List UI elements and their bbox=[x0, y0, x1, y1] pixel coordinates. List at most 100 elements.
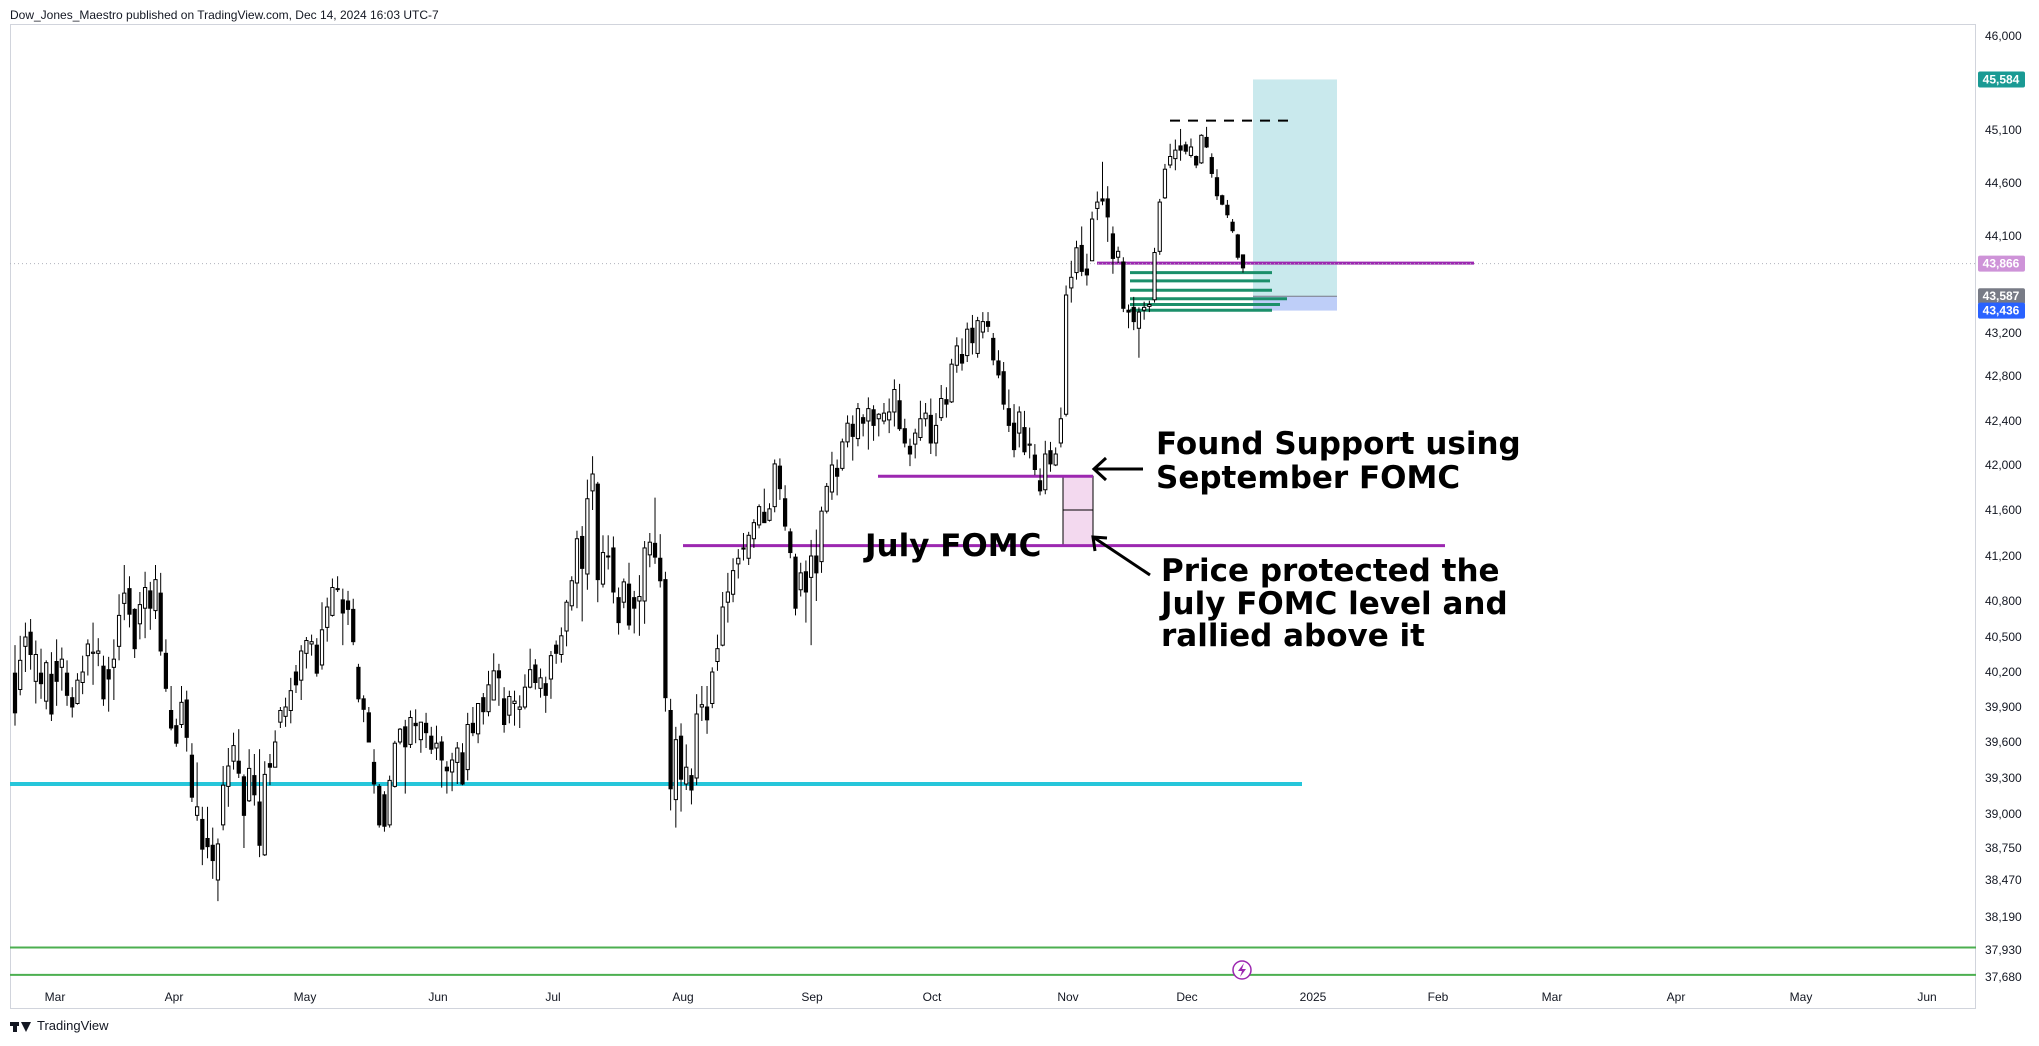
candle-up bbox=[80, 671, 85, 683]
candle-up bbox=[824, 485, 829, 512]
price-axis-tick-label: 40,800 bbox=[1985, 594, 2022, 608]
candle-up bbox=[1147, 304, 1152, 307]
candle-down bbox=[252, 775, 257, 796]
candle-down bbox=[611, 547, 616, 593]
annotation-price-line3: rallied above it bbox=[1161, 618, 1425, 654]
candle-up bbox=[221, 784, 226, 826]
candle-up bbox=[923, 412, 928, 420]
candle-down bbox=[184, 699, 189, 738]
candle-down bbox=[366, 712, 371, 743]
candle-down bbox=[1220, 195, 1225, 205]
time-axis-tick-label: Aug bbox=[672, 990, 693, 1004]
candle-down bbox=[616, 597, 621, 624]
candle-up bbox=[1074, 247, 1079, 274]
candle-down bbox=[793, 556, 798, 609]
candle-down bbox=[554, 644, 559, 654]
candle-up bbox=[1136, 311, 1142, 329]
candle-up bbox=[876, 413, 881, 420]
price-tag bbox=[1978, 302, 2025, 319]
price-axis-tick-label: 46,000 bbox=[1985, 29, 2022, 43]
candle-up bbox=[18, 659, 23, 690]
candle-down bbox=[1037, 480, 1043, 492]
price-axis-tick-label: 39,900 bbox=[1985, 700, 2022, 714]
candle-up bbox=[1162, 168, 1168, 199]
candle-down bbox=[1183, 144, 1188, 152]
candle-down bbox=[1105, 198, 1110, 218]
candle-down bbox=[38, 672, 44, 685]
publisher-header: Dow_Jones_Maestro published on TradingVi… bbox=[10, 8, 439, 22]
candle-down bbox=[658, 557, 663, 582]
candle-up bbox=[720, 606, 725, 646]
candle-up bbox=[600, 552, 606, 585]
candle-down bbox=[205, 837, 210, 848]
price-axis-tick-label: 42,000 bbox=[1985, 458, 2022, 472]
candle-down bbox=[127, 588, 132, 615]
candle-up bbox=[59, 658, 64, 668]
price-axis-tick-label: 39,300 bbox=[1985, 771, 2022, 785]
price-axis-tick-label: 39,000 bbox=[1985, 807, 2022, 821]
price-tag-label: 45,584 bbox=[1983, 72, 2020, 86]
candle-down bbox=[12, 672, 18, 714]
candle-down bbox=[907, 445, 913, 455]
candle-down bbox=[1079, 244, 1084, 272]
candle-down bbox=[871, 409, 876, 426]
candle-up bbox=[273, 741, 278, 768]
candle-up bbox=[746, 534, 751, 559]
candle-down bbox=[200, 818, 205, 850]
candle-up bbox=[1063, 294, 1069, 415]
candle-down bbox=[241, 776, 247, 816]
candle-down bbox=[762, 511, 767, 524]
candle-down bbox=[1001, 371, 1006, 405]
candle-down bbox=[782, 498, 788, 527]
price-axis-tick-label: 40,500 bbox=[1985, 630, 2022, 644]
candle-down bbox=[371, 761, 377, 785]
tradingview-logo[interactable]: TradingView bbox=[10, 1018, 109, 1033]
candle-up bbox=[96, 650, 101, 654]
candle-down bbox=[861, 417, 866, 424]
candle-down bbox=[189, 754, 195, 798]
candle-up bbox=[559, 635, 564, 655]
candle-down bbox=[1011, 422, 1017, 451]
candle-down bbox=[314, 644, 319, 674]
candle-down bbox=[1084, 268, 1090, 276]
candle-down bbox=[1178, 145, 1183, 151]
candle-up bbox=[965, 328, 970, 357]
candle-down bbox=[293, 671, 299, 686]
candle-down bbox=[944, 399, 949, 405]
candle-down bbox=[991, 337, 996, 361]
candle-up bbox=[637, 596, 642, 602]
lightning-icon[interactable] bbox=[1232, 960, 1252, 980]
candle-down bbox=[377, 785, 382, 826]
price-axis-tick-label: 38,750 bbox=[1985, 841, 2022, 855]
candle-up bbox=[299, 650, 304, 681]
candle-up bbox=[574, 538, 580, 584]
candle-up bbox=[798, 572, 803, 591]
candle-down bbox=[267, 763, 273, 768]
candle-down bbox=[970, 327, 975, 344]
candle-up bbox=[939, 398, 944, 419]
time-axis-tick-label: Feb bbox=[1428, 990, 1449, 1004]
levels-layer bbox=[10, 119, 1976, 976]
candle-up bbox=[1116, 250, 1121, 258]
candle-up bbox=[397, 728, 403, 743]
candle-up bbox=[881, 412, 887, 422]
candle-up bbox=[475, 703, 481, 735]
candle-down bbox=[897, 400, 902, 430]
candle-up bbox=[673, 739, 678, 801]
candle-up bbox=[528, 669, 533, 688]
annotation-july-fomc: July FOMC bbox=[863, 528, 1041, 564]
price-tag-label: 43,866 bbox=[1983, 257, 2020, 271]
price-axis-tick-label: 37,680 bbox=[1985, 970, 2022, 984]
candle-down bbox=[356, 666, 361, 700]
candle-down bbox=[626, 583, 632, 626]
candle-up bbox=[434, 742, 439, 749]
candle-down bbox=[777, 465, 783, 490]
candle-up bbox=[122, 592, 127, 604]
candle-down bbox=[814, 555, 819, 574]
price-tag-label: 43,587 bbox=[1983, 289, 2020, 303]
time-axis: Mar Apr May Jun Jul Aug Sep Oct Nov Dec 2025 Feb Mar… bbox=[45, 990, 1937, 1004]
candle-up bbox=[538, 677, 543, 689]
candle-up bbox=[736, 557, 741, 565]
price-axis-tick-label: 39,600 bbox=[1985, 735, 2022, 749]
